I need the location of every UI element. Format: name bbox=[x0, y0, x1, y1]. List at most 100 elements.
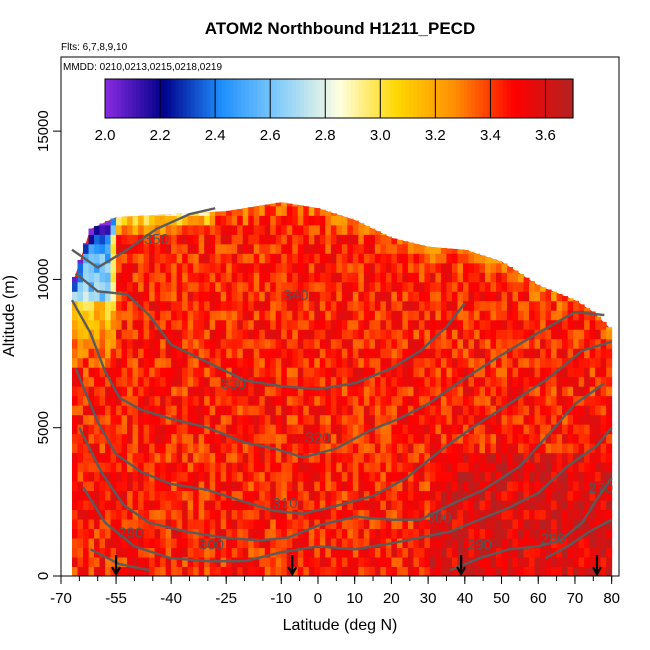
heatmap-cell bbox=[451, 490, 458, 501]
heatmap-cell bbox=[380, 310, 387, 321]
heatmap-cell bbox=[391, 272, 398, 283]
heatmap-cell bbox=[242, 234, 249, 245]
heatmap-cell bbox=[308, 471, 315, 482]
heatmap-cell bbox=[507, 462, 514, 473]
heatmap-cell bbox=[193, 300, 200, 311]
heatmap-cell bbox=[396, 462, 403, 473]
heatmap-cell bbox=[297, 538, 304, 549]
heatmap-cell bbox=[308, 566, 315, 576]
heatmap-cell bbox=[226, 234, 233, 245]
heatmap-cell bbox=[512, 528, 519, 539]
heatmap-cell bbox=[286, 291, 293, 302]
heatmap-cell bbox=[171, 509, 178, 520]
heatmap-cell bbox=[264, 272, 271, 283]
heatmap-cell bbox=[94, 519, 101, 530]
heatmap-cell bbox=[567, 395, 574, 406]
heatmap-cell bbox=[407, 386, 414, 397]
heatmap-cell bbox=[187, 234, 194, 245]
heatmap-cell bbox=[286, 224, 293, 235]
colorbar-segment bbox=[456, 79, 461, 118]
heatmap-cell bbox=[160, 281, 167, 292]
heatmap-cell bbox=[407, 357, 414, 368]
heatmap-cell bbox=[314, 386, 321, 397]
colorbar-segment bbox=[116, 79, 122, 118]
heatmap-cell bbox=[220, 319, 227, 330]
heatmap-cell bbox=[341, 490, 348, 501]
heatmap-cell bbox=[402, 433, 409, 444]
heatmap-cell bbox=[490, 338, 497, 349]
x-tick-label: 60 bbox=[530, 590, 547, 607]
heatmap-cell bbox=[171, 281, 178, 292]
heatmap-cell bbox=[215, 414, 222, 425]
heatmap-cell bbox=[534, 490, 541, 501]
heatmap-cell bbox=[424, 281, 431, 292]
heatmap-cell bbox=[600, 547, 607, 558]
heatmap-cell bbox=[341, 300, 348, 311]
heatmap-cell bbox=[562, 471, 569, 482]
heatmap-cell bbox=[171, 376, 178, 387]
heatmap-cell bbox=[518, 481, 525, 492]
heatmap-cell bbox=[308, 357, 315, 368]
heatmap-cell bbox=[160, 357, 167, 368]
heatmap-cell bbox=[473, 462, 480, 473]
heatmap-cell bbox=[512, 405, 519, 416]
colorbar-tick-label: 2.8 bbox=[315, 127, 336, 144]
heatmap-cell bbox=[507, 547, 514, 558]
heatmap-cell bbox=[314, 319, 321, 330]
heatmap-cell bbox=[325, 414, 332, 425]
heatmap-cell bbox=[281, 424, 288, 435]
heatmap-cell bbox=[286, 471, 293, 482]
heatmap-cell bbox=[220, 291, 227, 302]
heatmap-cell bbox=[226, 357, 233, 368]
heatmap-cell bbox=[182, 262, 189, 273]
heatmap-cell bbox=[226, 519, 233, 530]
heatmap-cell bbox=[606, 452, 613, 463]
heatmap-cell bbox=[363, 367, 370, 378]
heatmap-cell bbox=[319, 376, 326, 387]
heatmap-cell bbox=[479, 329, 486, 340]
heatmap-cell bbox=[374, 462, 381, 473]
heatmap-cell bbox=[121, 481, 128, 492]
heatmap-cell bbox=[341, 443, 348, 454]
heatmap-cell bbox=[176, 538, 183, 549]
heatmap-cell bbox=[545, 528, 552, 539]
heatmap-cell bbox=[231, 243, 238, 254]
heatmap-cell bbox=[143, 471, 150, 482]
heatmap-cell bbox=[385, 272, 392, 283]
heatmap-cell bbox=[512, 538, 519, 549]
heatmap-cell bbox=[110, 272, 117, 283]
heatmap-cell bbox=[606, 519, 613, 530]
heatmap-cell bbox=[429, 262, 436, 273]
heatmap-cell bbox=[193, 395, 200, 406]
heatmap-cell bbox=[545, 509, 552, 520]
heatmap-cell bbox=[462, 262, 469, 273]
heatmap-cell bbox=[182, 338, 189, 349]
heatmap-cell bbox=[292, 443, 299, 454]
heatmap-cell bbox=[529, 291, 536, 302]
heatmap-cell bbox=[165, 433, 172, 444]
heatmap-cell bbox=[220, 376, 227, 387]
heatmap-cell bbox=[402, 241, 409, 245]
heatmap-cell bbox=[127, 338, 134, 349]
heatmap-cell bbox=[418, 433, 425, 444]
heatmap-cell bbox=[479, 509, 486, 520]
heatmap-cell bbox=[562, 300, 569, 311]
heatmap-cell bbox=[132, 310, 139, 321]
heatmap-cell bbox=[512, 367, 519, 378]
heatmap-cell bbox=[259, 310, 266, 321]
heatmap-cell bbox=[116, 462, 123, 473]
heatmap-cell bbox=[396, 243, 403, 254]
heatmap-cell bbox=[121, 310, 128, 321]
colorbar-segment bbox=[210, 79, 215, 118]
heatmap-cell bbox=[462, 452, 469, 463]
heatmap-cell bbox=[352, 405, 359, 416]
heatmap-cell bbox=[226, 272, 233, 283]
heatmap-cell bbox=[94, 319, 101, 330]
heatmap-cell bbox=[462, 528, 469, 539]
heatmap-cell bbox=[270, 424, 277, 435]
heatmap-cell bbox=[451, 566, 458, 576]
heatmap-cell bbox=[385, 357, 392, 368]
heatmap-cell bbox=[231, 310, 238, 321]
heatmap-cell bbox=[402, 519, 409, 530]
heatmap-cell bbox=[259, 509, 266, 520]
